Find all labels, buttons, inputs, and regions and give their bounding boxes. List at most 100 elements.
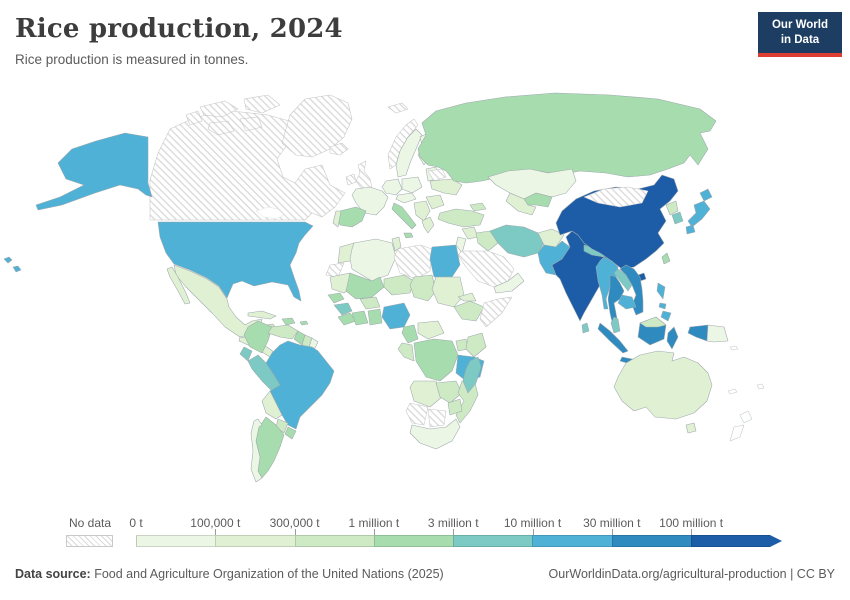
- country-australia[interactable]: [613, 350, 713, 420]
- country-ecuador[interactable]: [239, 346, 253, 362]
- country-colombia[interactable]: [243, 320, 273, 354]
- country-iraq[interactable]: [475, 230, 499, 252]
- country-papua-new-guinea[interactable]: [706, 324, 729, 343]
- country-burkina[interactable]: [359, 296, 381, 310]
- country-caucasus[interactable]: [469, 202, 487, 212]
- country-sumatra[interactable]: [597, 322, 629, 354]
- country-hispaniola[interactable]: [281, 317, 296, 326]
- country-paraguay[interactable]: [275, 418, 289, 434]
- country-romania[interactable]: [425, 194, 445, 210]
- country-ireland[interactable]: [345, 173, 357, 186]
- country-china[interactable]: [555, 174, 679, 270]
- country-zimbabwe[interactable]: [447, 398, 463, 416]
- country-cambodia[interactable]: [617, 294, 637, 310]
- country-north-korea[interactable]: [665, 200, 679, 216]
- country-russia[interactable]: [417, 92, 717, 184]
- country-iceland[interactable]: [329, 142, 349, 156]
- country-poland[interactable]: [401, 176, 423, 194]
- country-arctic-1[interactable]: [199, 100, 239, 118]
- country-fiji[interactable]: [756, 383, 765, 390]
- country-ukraine[interactable]: [429, 178, 463, 196]
- legend-bin-3[interactable]: [373, 535, 454, 547]
- country-philippines-mindanao[interactable]: [660, 310, 672, 322]
- country-south-africa[interactable]: [409, 418, 461, 450]
- country-ethiopia[interactable]: [453, 300, 485, 322]
- country-israel-jordan[interactable]: [455, 236, 467, 254]
- country-malaysia-borneo[interactable]: [639, 316, 667, 328]
- owid-logo[interactable]: Our World in Data: [758, 12, 842, 57]
- country-madagascar[interactable]: [462, 356, 482, 394]
- country-drc[interactable]: [413, 338, 459, 382]
- country-guinea[interactable]: [333, 302, 353, 316]
- country-libya[interactable]: [393, 244, 433, 280]
- country-spain[interactable]: [335, 206, 367, 228]
- country-ghana[interactable]: [367, 308, 383, 326]
- country-sri-lanka[interactable]: [581, 322, 590, 334]
- legend-bin-7[interactable]: [691, 535, 771, 547]
- country-angola[interactable]: [409, 380, 443, 408]
- country-japan-kyushu[interactable]: [685, 224, 696, 235]
- country-new-caledonia[interactable]: [727, 388, 738, 395]
- country-philippines-luzon[interactable]: [656, 282, 666, 300]
- legend-bin-5[interactable]: [532, 535, 612, 547]
- country-zambia[interactable]: [435, 380, 463, 404]
- legend-bin-2[interactable]: [294, 535, 374, 547]
- country-usa[interactable]: [157, 221, 314, 302]
- country-chile[interactable]: [250, 418, 263, 483]
- country-venezuela[interactable]: [267, 324, 299, 340]
- country-turkey[interactable]: [437, 208, 485, 228]
- country-malaysia-peninsula[interactable]: [610, 316, 621, 334]
- country-yemen-oman[interactable]: [493, 272, 525, 294]
- country-alaska[interactable]: [35, 132, 153, 211]
- legend-bin-6[interactable]: [611, 535, 692, 547]
- country-new-zealand[interactable]: [739, 410, 753, 424]
- country-arctic-5[interactable]: [185, 110, 203, 126]
- world-map[interactable]: [0, 85, 850, 510]
- country-sudan[interactable]: [431, 276, 465, 308]
- country-taiwan[interactable]: [661, 252, 671, 265]
- legend-bin-0[interactable]: [136, 535, 216, 547]
- country-baja[interactable]: [166, 266, 191, 305]
- country-mali[interactable]: [345, 272, 385, 300]
- country-italy[interactable]: [391, 202, 417, 230]
- country-senegal[interactable]: [327, 292, 345, 304]
- country-tasmania[interactable]: [685, 422, 697, 434]
- country-belarus[interactable]: [427, 168, 447, 182]
- country-puerto-rico[interactable]: [299, 320, 309, 326]
- country-syria[interactable]: [461, 226, 479, 240]
- country-ivory-coast[interactable]: [351, 310, 369, 326]
- country-bolivia[interactable]: [261, 390, 283, 420]
- country-uruguay[interactable]: [284, 426, 297, 440]
- country-botswana[interactable]: [427, 408, 447, 428]
- country-thailand[interactable]: [607, 274, 625, 327]
- country-portugal[interactable]: [332, 210, 342, 228]
- country-arctic-2[interactable]: [243, 94, 281, 114]
- legend-no-data-swatch[interactable]: [66, 535, 113, 547]
- country-arctic-3[interactable]: [207, 120, 235, 136]
- country-greenland[interactable]: [281, 94, 353, 158]
- country-mexico[interactable]: [173, 264, 263, 338]
- country-tunisia[interactable]: [391, 236, 402, 252]
- country-iran[interactable]: [489, 224, 545, 258]
- country-mongolia[interactable]: [583, 186, 649, 208]
- legend-bin-4[interactable]: [453, 535, 533, 547]
- country-vietnam[interactable]: [619, 264, 644, 316]
- country-saudi-arabia[interactable]: [457, 250, 515, 288]
- country-cameroon[interactable]: [401, 324, 419, 344]
- country-sulawesi[interactable]: [666, 326, 679, 350]
- country-gabon-congo[interactable]: [397, 342, 415, 362]
- country-chad[interactable]: [409, 274, 437, 302]
- country-japan-hokkaido[interactable]: [699, 188, 713, 202]
- country-namibia[interactable]: [405, 402, 429, 426]
- country-norway[interactable]: [387, 118, 419, 170]
- country-nigeria[interactable]: [381, 302, 411, 330]
- country-egypt[interactable]: [429, 244, 461, 278]
- country-central-african-rep[interactable]: [417, 320, 445, 340]
- country-solomon[interactable]: [729, 345, 745, 442]
- country-philippines-visayas[interactable]: [658, 302, 667, 310]
- country-uk[interactable]: [355, 160, 373, 190]
- country-algeria[interactable]: [349, 238, 397, 282]
- country-eritrea[interactable]: [457, 292, 477, 302]
- country-kenya[interactable]: [465, 332, 487, 358]
- country-somalia[interactable]: [479, 296, 513, 328]
